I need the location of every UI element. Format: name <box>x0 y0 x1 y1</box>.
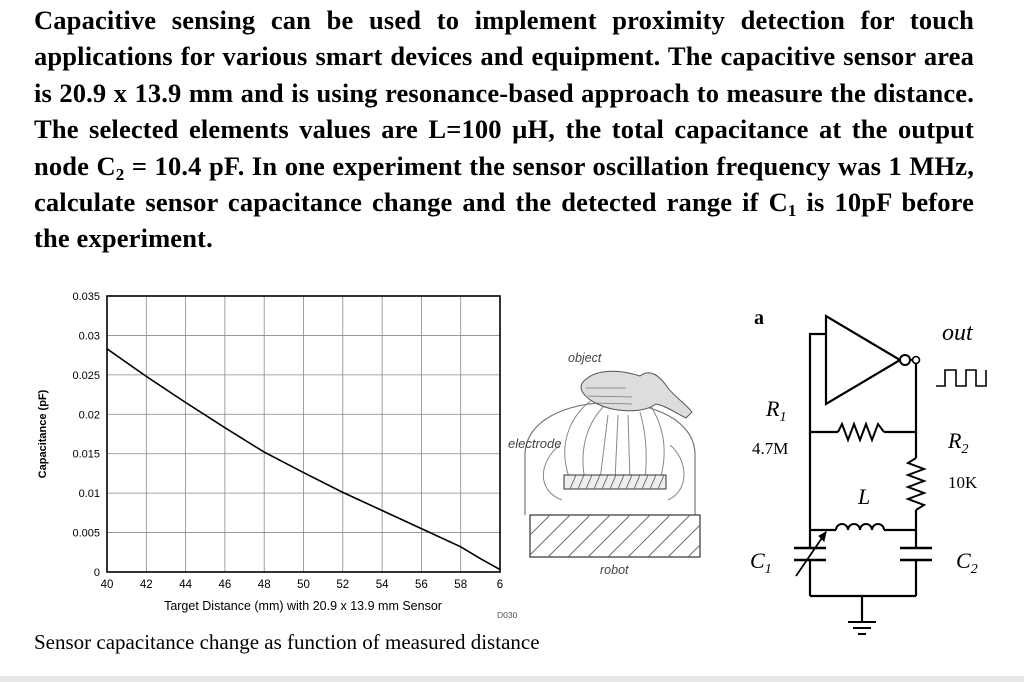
c1-label: C1 <box>750 548 772 577</box>
x-tick-label: 6 <box>497 579 503 591</box>
x-tick-label: 44 <box>179 579 192 591</box>
electrode-label: electrode <box>508 436 561 451</box>
robot-hatch <box>529 514 701 558</box>
page-bottom-edge <box>0 676 1024 682</box>
c2-label: C2 <box>956 548 978 577</box>
r1-resistor <box>837 421 885 443</box>
subscript-c1: 1 <box>787 201 797 221</box>
electrode-hatch <box>569 474 665 490</box>
problem-text-part2: = 10.4 pF. In one experiment the sensor … <box>34 150 974 218</box>
capacitance-chart: 0 0.005 0.01 0.015 0.02 0.025 0.03 0.035 40 42 44… <box>0 282 540 622</box>
x-axis-label: Target Distance (mm) with 20.9 x 13.9 mm… <box>164 599 442 613</box>
x-tick-label: 48 <box>258 579 271 591</box>
hand-icon <box>580 370 693 419</box>
sensor-illustration: object electrode robot <box>500 340 740 580</box>
figure-caption: Sensor capacitance change as function of… <box>34 630 540 654</box>
plot-frame <box>106 295 501 573</box>
chart-grid <box>107 296 500 572</box>
out-label: out <box>942 320 974 346</box>
object-label: object <box>568 351 602 365</box>
inverter-triangle <box>824 314 903 406</box>
r2-resistor <box>905 457 927 511</box>
ground-icon <box>848 621 876 635</box>
problem-text-part1: Capacitive sensing can be used to implem… <box>34 5 974 181</box>
figure-code: D030 <box>497 610 518 620</box>
y-tick-label: 0.015 <box>72 449 100 461</box>
y-tick-label: 0.035 <box>72 291 100 303</box>
l-label: L <box>857 484 870 509</box>
field-outline-arc <box>524 401 696 515</box>
panel-label: a <box>754 307 764 329</box>
output-node <box>911 355 921 365</box>
subscript-c2: 2 <box>115 164 125 184</box>
x-tick-labels: 40 42 44 46 48 50 52 54 56 58 6 <box>101 579 504 591</box>
problem-statement: Capacitive sensing can be used to implem… <box>34 2 974 257</box>
circuit-wires <box>808 332 918 622</box>
robot-label: robot <box>600 563 629 577</box>
y-tick-labels: 0 0.005 0.01 0.015 0.02 0.025 0.03 0.035 <box>72 291 100 579</box>
inductor-l <box>835 523 885 531</box>
x-tick-label: 40 <box>101 579 114 591</box>
r1-label: R1 <box>765 396 786 425</box>
y-tick-label: 0.025 <box>72 370 100 382</box>
x-tick-label: 46 <box>219 579 232 591</box>
x-tick-label: 50 <box>297 579 310 591</box>
y-tick-label: 0.03 <box>79 330 100 342</box>
y-tick-label: 0.01 <box>79 488 100 500</box>
x-tick-label: 58 <box>454 579 467 591</box>
c1-variable-capacitor <box>794 531 827 577</box>
x-tick-label: 42 <box>140 579 153 591</box>
y-tick-label: 0.005 <box>72 528 100 540</box>
c2-capacitor <box>900 546 932 562</box>
r2-label: R2 <box>947 428 968 457</box>
x-tick-label: 56 <box>415 579 428 591</box>
capacitance-series-line <box>106 348 501 571</box>
electrode-plate <box>563 474 667 490</box>
inverter-bubble <box>899 354 911 366</box>
problem-text-part3: is 10pF before the experiment. <box>34 187 974 254</box>
y-tick-label: 0.02 <box>79 409 100 421</box>
square-wave-icon <box>936 369 987 387</box>
y-tick-label: 0 <box>94 567 100 579</box>
x-tick-label: 52 <box>336 579 349 591</box>
y-axis-label: Capacitance (pF) <box>37 389 49 478</box>
field-lines <box>542 397 685 501</box>
oscillator-circuit: a out <box>740 296 1024 646</box>
x-tick-label: 54 <box>376 579 389 591</box>
r1-value: 4.7M <box>752 439 788 458</box>
r2-value: 10K <box>948 473 978 492</box>
